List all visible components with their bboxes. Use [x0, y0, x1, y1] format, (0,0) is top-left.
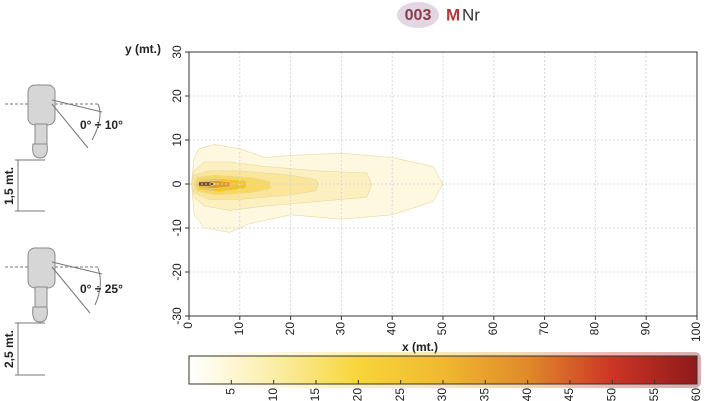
colorbar-tick-label: 5 — [224, 388, 238, 395]
beam-bottom — [51, 266, 91, 314]
x-tick-label: 70 — [537, 322, 551, 336]
y-tick-label: 0 — [170, 180, 184, 187]
y-axis-label: y (mt.) — [125, 42, 161, 56]
y-tick-label: 10 — [170, 133, 184, 147]
code: 003 — [405, 7, 432, 24]
angle-arc — [94, 267, 101, 306]
colorbar-tick-label: 20 — [351, 388, 365, 401]
x-tick-label: 100 — [689, 322, 703, 342]
plot-frame — [188, 51, 698, 317]
colorbar-tick-label: 45 — [562, 388, 576, 401]
colorbar-tick-label: 50 — [605, 388, 619, 401]
lamp-diagram: 0° ÷ 25° 2,5 mt. — [2, 247, 123, 376]
height-label: 1,5 mt. — [2, 167, 16, 205]
colorbar-tick-label: 25 — [393, 388, 407, 401]
y-tick-label: -20 — [170, 263, 184, 281]
angle-label: 0° ÷ 10° — [80, 118, 123, 132]
lamp-head — [27, 247, 56, 289]
height-label: 2,5 mt. — [2, 330, 16, 368]
lamp-diagram: 0° ÷ 10° 1,5 mt. — [2, 84, 123, 212]
x-tick-label: 10 — [232, 322, 246, 336]
lamp-base — [32, 306, 48, 323]
colorbar-tick-label: 60 — [689, 388, 703, 401]
beam-top — [51, 99, 103, 113]
colorbar-tick-label: 10 — [266, 388, 280, 401]
x-tick-label: 30 — [334, 322, 348, 336]
y-tick-label: 30 — [170, 45, 184, 59]
y-tick-label: 20 — [170, 89, 184, 103]
colorbar-tick-label: 35 — [478, 388, 492, 401]
y-tick-label: -30 — [170, 307, 184, 325]
colorbar-tick-label: 15 — [308, 388, 322, 401]
colorbar-tick-label: 55 — [647, 388, 661, 401]
colorbar-tick-label: 40 — [520, 388, 534, 401]
code-pill — [397, 2, 439, 28]
x-tick-label: 40 — [384, 322, 398, 336]
x-tick-label: 80 — [588, 322, 602, 336]
angle-arc — [91, 103, 101, 141]
lamp-base — [32, 143, 48, 159]
name-initial: M — [446, 5, 460, 24]
x-tick-label: 0 — [181, 322, 195, 329]
x-axis-label: x (mt.) — [402, 340, 438, 354]
name-rest: Nr — [462, 5, 480, 24]
x-tick-label: 60 — [486, 322, 500, 336]
x-tick-label: 50 — [435, 322, 449, 336]
colorbar — [188, 355, 698, 385]
y-tick-label: -10 — [170, 219, 184, 237]
lamp-neck — [34, 286, 48, 308]
beam-top — [51, 261, 103, 275]
lamp-neck — [34, 123, 48, 145]
angle-label: 0° ÷ 25° — [80, 282, 123, 296]
colorbar-tick-label: 30 — [435, 388, 449, 401]
x-tick-label: 90 — [638, 322, 652, 336]
x-tick-label: 20 — [283, 322, 297, 336]
beam-bottom — [51, 103, 89, 149]
lamp-head — [27, 84, 56, 126]
